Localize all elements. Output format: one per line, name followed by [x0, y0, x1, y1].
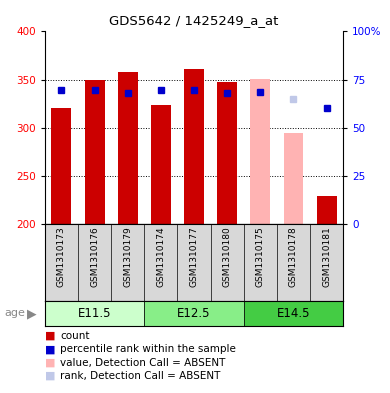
Text: count: count — [60, 331, 90, 341]
Text: GSM1310181: GSM1310181 — [322, 226, 331, 287]
Text: GSM1310174: GSM1310174 — [156, 226, 165, 287]
Text: GSM1310173: GSM1310173 — [57, 226, 66, 287]
Bar — [45, 301, 144, 326]
Bar — [217, 83, 237, 224]
Title: GDS5642 / 1425249_a_at: GDS5642 / 1425249_a_at — [109, 15, 279, 28]
Bar — [118, 72, 138, 224]
Text: value, Detection Call = ABSENT: value, Detection Call = ABSENT — [60, 358, 226, 368]
Bar — [144, 301, 244, 326]
Text: ■: ■ — [45, 331, 55, 341]
Bar — [250, 79, 270, 224]
Text: GSM1310180: GSM1310180 — [223, 226, 232, 287]
Text: GSM1310177: GSM1310177 — [190, 226, 199, 287]
Text: rank, Detection Call = ABSENT: rank, Detection Call = ABSENT — [60, 371, 221, 381]
Text: ■: ■ — [45, 371, 55, 381]
Bar — [317, 196, 337, 224]
Text: GSM1310179: GSM1310179 — [123, 226, 132, 287]
Bar — [51, 108, 71, 224]
Text: percentile rank within the sample: percentile rank within the sample — [60, 344, 236, 354]
Text: ■: ■ — [45, 358, 55, 368]
Text: GSM1310178: GSM1310178 — [289, 226, 298, 287]
Text: GSM1310176: GSM1310176 — [90, 226, 99, 287]
Bar — [244, 301, 343, 326]
Text: ▶: ▶ — [27, 307, 36, 320]
Bar — [184, 69, 204, 224]
Text: GSM1310175: GSM1310175 — [256, 226, 265, 287]
Text: E14.5: E14.5 — [277, 307, 310, 320]
Bar — [284, 132, 303, 224]
Text: E12.5: E12.5 — [177, 307, 211, 320]
Bar — [151, 105, 171, 224]
Text: ■: ■ — [45, 344, 55, 354]
Text: E11.5: E11.5 — [78, 307, 111, 320]
Text: age: age — [4, 309, 25, 318]
Bar — [85, 79, 105, 224]
